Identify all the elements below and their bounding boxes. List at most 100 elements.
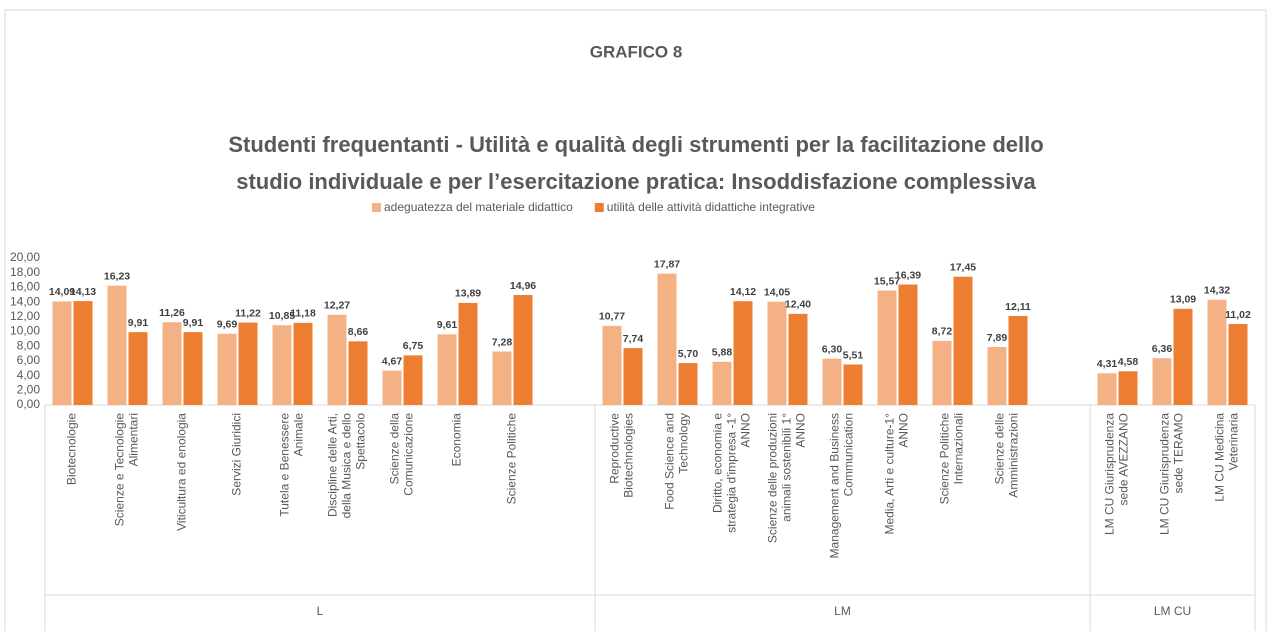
- x-tick-label: Economia: [450, 413, 464, 467]
- value-label: 14,05: [764, 287, 790, 299]
- y-tick-label: 14,00: [10, 294, 40, 308]
- bar: [877, 290, 897, 405]
- x-tick-label: Scienze Politiche: [505, 413, 519, 505]
- bar: [1207, 299, 1227, 405]
- value-label: 12,40: [785, 299, 811, 311]
- x-tick-label: Scienze delleAmministrazioni: [993, 413, 1021, 498]
- bar: [73, 301, 93, 405]
- bar: [953, 276, 973, 405]
- value-label: 6,36: [1152, 343, 1173, 355]
- value-label: 7,89: [987, 332, 1008, 344]
- x-tick-label: LM CU MedicinaVeterinaria: [1213, 413, 1241, 502]
- value-label: 14,09: [49, 286, 75, 298]
- bar: [1097, 373, 1117, 405]
- bar: [183, 332, 203, 405]
- bar: [788, 313, 808, 405]
- x-tick-label: Scienze delle produzionianimali sostenib…: [766, 413, 808, 543]
- bar: [767, 301, 787, 405]
- legend-label: adeguatezza del materiale didattico: [384, 200, 573, 214]
- legend-label: utilità delle attività didattiche integr…: [607, 200, 815, 214]
- bar: [162, 322, 182, 405]
- y-tick-label: 12,00: [10, 309, 40, 323]
- value-label: 9,91: [128, 317, 149, 329]
- chart-frame: [4, 9, 1267, 631]
- y-tick-label: 4,00: [17, 368, 41, 382]
- value-label: 10,85: [269, 310, 295, 322]
- x-tick-label: LM CU Giurisprudenzasede TERAMO: [1158, 413, 1186, 535]
- y-tick-label: 18,00: [10, 265, 40, 279]
- bar: [107, 285, 127, 405]
- bar: [492, 351, 512, 405]
- y-tick-label: 6,00: [17, 353, 41, 367]
- value-label: 13,89: [455, 288, 481, 300]
- value-label: 6,75: [403, 340, 424, 352]
- value-label: 13,09: [1170, 294, 1196, 306]
- bar: [1008, 315, 1028, 405]
- bar: [602, 325, 622, 405]
- value-label: 14,12: [730, 286, 756, 298]
- value-label: 12,27: [324, 300, 350, 312]
- value-label: 5,88: [712, 347, 733, 359]
- bar: [238, 322, 258, 405]
- group-label: LM: [834, 604, 851, 618]
- x-tick-label: Biotecnologie: [65, 413, 79, 485]
- group-label: L: [317, 604, 324, 618]
- value-label: 17,45: [950, 262, 976, 274]
- value-label: 9,61: [437, 319, 458, 331]
- value-label: 11,18: [290, 308, 316, 320]
- value-label: 16,23: [104, 270, 130, 282]
- value-label: 14,13: [70, 286, 96, 298]
- value-label: 8,66: [348, 326, 369, 338]
- value-label: 17,87: [654, 258, 680, 270]
- group-label: LM CU: [1154, 604, 1191, 618]
- bar: [1228, 324, 1248, 405]
- y-tick-label: 0,00: [17, 397, 41, 411]
- x-tick-label: Media, Arti e culture-1°ANNO: [883, 413, 911, 535]
- bar: [327, 314, 347, 405]
- bar: [843, 364, 863, 405]
- y-tick-label: 8,00: [17, 338, 41, 352]
- value-label: 15,57: [874, 275, 900, 287]
- bar: [217, 333, 237, 405]
- x-tick-label: Viticultura ed enologia: [175, 413, 189, 531]
- value-label: 11,22: [235, 307, 261, 319]
- bar: [678, 363, 698, 405]
- value-label: 14,96: [510, 280, 536, 292]
- value-label: 4,67: [382, 355, 403, 367]
- value-label: 5,51: [843, 349, 864, 361]
- bar: [1173, 308, 1193, 405]
- chart-subtitle: studio individuale e per l’esercitazione…: [236, 169, 1036, 194]
- bar: [1152, 358, 1172, 405]
- value-label: 11,26: [159, 307, 185, 319]
- value-label: 9,69: [217, 319, 238, 331]
- x-tick-label: Servizi Giuridici: [230, 413, 244, 496]
- x-tick-label: Management and BusinessCommunication: [828, 413, 856, 558]
- bar: [932, 340, 952, 405]
- value-label: 14,32: [1204, 285, 1230, 297]
- y-tick-label: 10,00: [10, 324, 40, 338]
- x-tick-label: Tutela e BenessereAnimale: [278, 413, 306, 517]
- bar: [657, 273, 677, 405]
- bar: [513, 295, 533, 405]
- y-tick-label: 16,00: [10, 280, 40, 294]
- value-label: 7,28: [492, 336, 513, 348]
- bar: [293, 322, 313, 405]
- x-tick-label: Scienze e TecnologieAlimentari: [113, 413, 141, 527]
- value-label: 4,31: [1097, 358, 1118, 370]
- x-tick-label: Food Science andTechnology: [663, 413, 691, 510]
- chart-subtitle: Studenti frequentanti - Utilità e qualit…: [228, 132, 1043, 157]
- bar: [822, 358, 842, 405]
- x-tick-label: ReproductiveBiotechnologies: [608, 413, 636, 498]
- value-label: 5,70: [678, 348, 699, 360]
- value-label: 12,11: [1005, 301, 1031, 313]
- legend-swatch: [594, 203, 604, 212]
- bar: [272, 325, 292, 405]
- bar: [987, 347, 1007, 405]
- chart-title: GRAFICO 8: [590, 42, 683, 61]
- value-label: 7,74: [623, 333, 644, 345]
- bar: [382, 370, 402, 405]
- value-label: 4,58: [1118, 356, 1139, 368]
- x-tick-label: Scienze dellaComunicazione: [388, 413, 416, 496]
- value-label: 16,39: [895, 269, 921, 281]
